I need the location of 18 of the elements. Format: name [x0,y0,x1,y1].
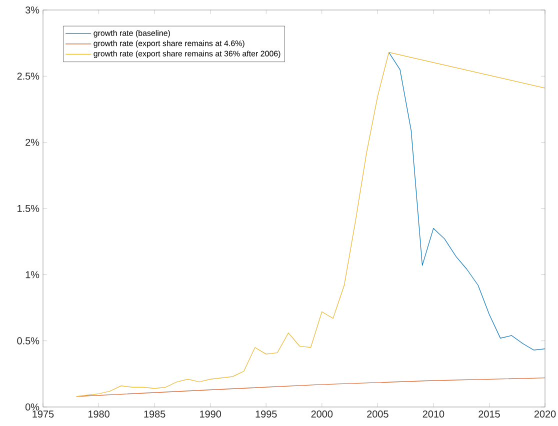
x-tick-label: 1990 [200,410,222,418]
x-tick-label: 1985 [144,410,166,418]
x-tick-label: 2015 [478,410,500,418]
x-tick-label: 2010 [422,410,444,418]
y-tick-label: 2.5% [17,72,40,80]
x-tick-label: 1980 [88,410,110,418]
x-tick-label: 2000 [311,410,333,418]
y-tick-label: 3% [25,6,40,14]
y-tick-label: 1% [26,271,40,278]
y-tick-label: 0.5% [17,337,40,344]
x-tick-label: 2005 [367,410,388,418]
y-tick-label: 2% [26,138,40,146]
x-tick-label: 1975 [32,410,54,418]
y-tick-label: 0% [25,403,40,411]
line-series [388,52,546,350]
x-tick-label: 1995 [256,410,277,418]
y-tick-label: 1.5% [18,204,40,212]
x-tick-label: 2020 [534,410,556,418]
